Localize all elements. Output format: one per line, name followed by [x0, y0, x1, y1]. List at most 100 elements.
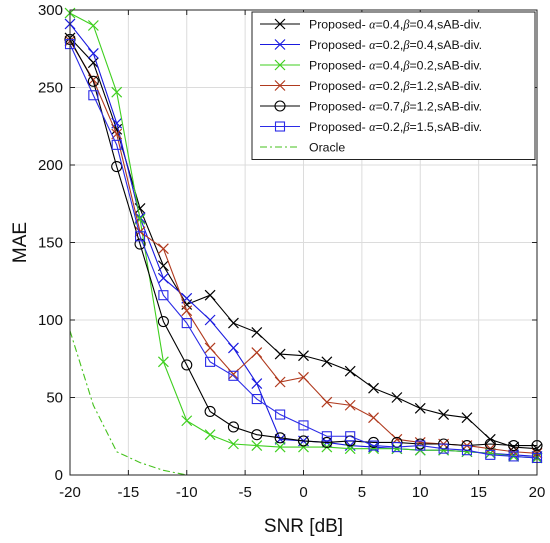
legend-marker	[274, 39, 286, 50]
data-point	[274, 432, 286, 444]
data-point	[508, 441, 520, 453]
data-point	[157, 356, 169, 368]
legend-marker	[274, 59, 286, 71]
data-point	[391, 392, 403, 403]
data-point	[298, 420, 309, 431]
data-point	[251, 378, 263, 389]
data-point	[298, 371, 309, 383]
data-point	[345, 431, 356, 442]
x-tick-label: 10	[412, 484, 429, 501]
data-point	[484, 438, 496, 450]
data-point	[87, 20, 99, 31]
legend-marker	[274, 18, 286, 30]
legend-item: Proposed- α=0.2,β=1.2,sAB-div.	[260, 79, 482, 93]
data-point	[298, 350, 309, 362]
data-point	[204, 429, 216, 441]
y-tick-label: 150	[38, 235, 63, 252]
data-point	[321, 431, 332, 442]
data-point	[228, 317, 239, 329]
y-tick-label: 200	[38, 157, 63, 174]
data-point	[251, 429, 263, 441]
data-point	[87, 75, 99, 87]
data-point	[181, 318, 192, 329]
legend-label: Oracle	[309, 141, 345, 155]
legend-marker	[274, 100, 286, 112]
data-point	[275, 409, 286, 420]
legend-label: Proposed- α=0.4,β=0.4,sAB-div.	[309, 18, 482, 32]
legend-label: Proposed- α=0.2,β=1.5,sAB-div.	[309, 120, 482, 134]
data-point	[321, 436, 333, 449]
data-point	[181, 305, 193, 317]
x-axis-label: SNR [dB]	[264, 516, 343, 537]
data-point	[181, 359, 193, 371]
data-point	[321, 396, 333, 408]
series-line	[69, 43, 538, 459]
data-point	[415, 440, 426, 451]
data-point	[297, 435, 310, 447]
data-point	[204, 314, 216, 326]
y-tick-label: 250	[38, 80, 63, 97]
x-tick-label: -15	[118, 484, 140, 501]
data-point	[87, 47, 99, 59]
legend-label: Proposed- α=0.2,β=1.2,sAB-div.	[309, 79, 482, 93]
data-point	[368, 382, 379, 394]
series-layer	[64, 7, 543, 476]
data-point	[414, 402, 426, 414]
data-point	[461, 412, 473, 424]
data-point	[135, 231, 146, 242]
y-tick-label: 0	[55, 467, 63, 484]
legend-marker	[274, 121, 286, 132]
x-tick-label: -20	[59, 484, 81, 501]
data-point	[251, 393, 262, 405]
data-point	[438, 409, 450, 420]
legend: Proposed- α=0.4,β=0.4,sAB-div. Proposed- …	[251, 11, 536, 160]
data-point	[368, 412, 379, 424]
series-line	[69, 39, 537, 447]
x-tick-label: 15	[470, 484, 487, 501]
series-6	[64, 39, 543, 464]
data-point	[157, 243, 169, 255]
y-tick-label: 100	[38, 312, 63, 329]
legend-item: Proposed- α=0.2,β=1.5,sAB-div.	[260, 120, 482, 134]
y-axis-label: MAE	[10, 222, 31, 263]
legend-item: Proposed- α=0.2,β=0.4,sAB-div.	[260, 38, 482, 52]
data-point	[111, 86, 123, 98]
data-point	[344, 399, 356, 411]
data-point	[228, 342, 239, 354]
data-point	[274, 433, 286, 445]
legend-item: Oracle	[260, 141, 345, 155]
data-point	[205, 356, 216, 367]
data-point	[251, 326, 263, 338]
data-point	[204, 342, 216, 354]
legend-label: Proposed- α=0.7,β=1.2,sAB-div.	[309, 100, 482, 114]
legend-label: Proposed- α=0.4,β=0.2,sAB-div.	[309, 59, 482, 73]
x-tick-label: -5	[238, 484, 251, 501]
data-point	[274, 348, 286, 360]
data-point	[251, 347, 263, 358]
data-point	[391, 442, 402, 453]
data-point	[157, 315, 169, 328]
data-point	[251, 440, 263, 451]
legend-item: Proposed- α=0.4,β=0.2,sAB-div.	[260, 59, 482, 73]
data-point	[228, 438, 239, 450]
data-point	[204, 289, 216, 301]
x-tick-label: -10	[176, 484, 198, 501]
legend-item: Proposed- α=0.4,β=0.4,sAB-div.	[260, 18, 482, 32]
data-point	[321, 356, 333, 368]
x-tick-label: 5	[358, 484, 366, 501]
data-point	[158, 290, 169, 301]
data-point	[87, 57, 99, 69]
data-point	[438, 443, 449, 454]
data-point	[344, 365, 356, 377]
data-point	[274, 441, 286, 453]
data-point	[88, 90, 99, 101]
data-point	[461, 445, 473, 456]
x-tick-label: 0	[299, 484, 307, 501]
data-point	[227, 421, 239, 433]
data-point	[508, 451, 519, 462]
data-point	[508, 439, 520, 452]
data-point	[368, 440, 379, 451]
legend-label: Proposed- α=0.2,β=0.4,sAB-div.	[309, 38, 482, 52]
